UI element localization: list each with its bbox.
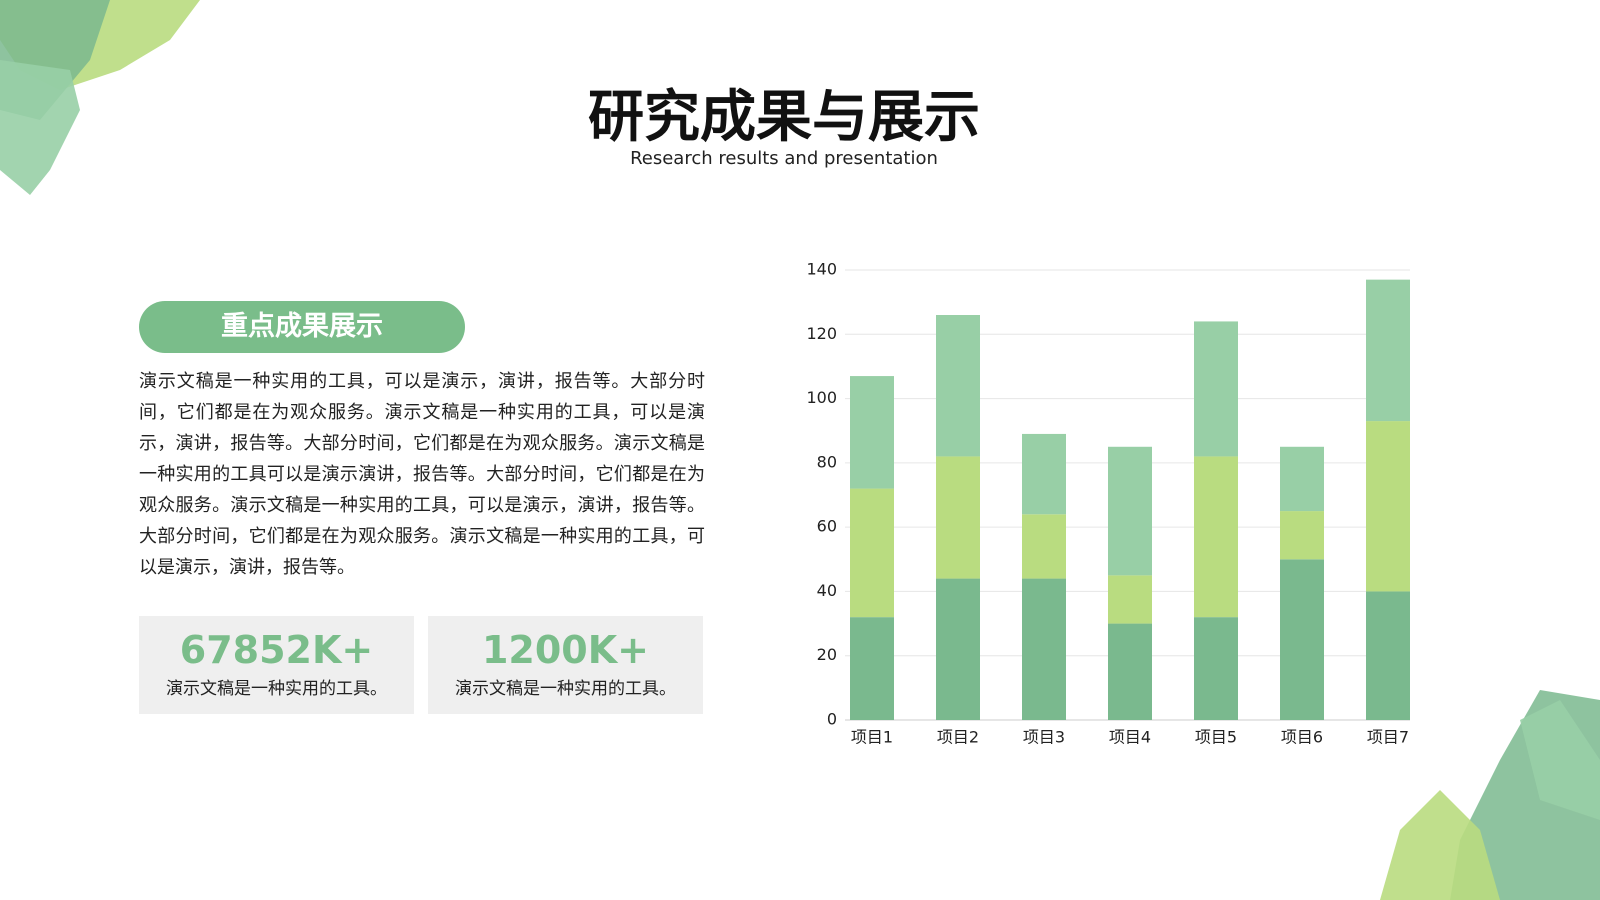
bar-segment: [936, 456, 980, 579]
stat-value: 1200K+: [481, 628, 650, 672]
bar-segment: [1366, 279, 1410, 422]
bar-segment: [1108, 446, 1152, 576]
bar-segment: [1366, 591, 1410, 720]
x-tick-label: 项目5: [1195, 728, 1237, 747]
y-tick-label: 0: [827, 710, 837, 729]
y-tick-label: 80: [817, 452, 837, 471]
bar-segment: [1022, 514, 1066, 579]
y-tick-label: 20: [817, 645, 837, 664]
y-tick-label: 100: [806, 388, 837, 407]
paragraph: 演示文稿是一种实用的工具，可以是演示，演讲，报告等。大部分时间，它们都是在为观众…: [139, 371, 705, 578]
bar-segment: [1108, 575, 1152, 624]
stat-caption: 演示文稿是一种实用的工具。: [166, 679, 387, 699]
stat-caption: 演示文稿是一种实用的工具。: [455, 679, 676, 699]
y-tick-label: 140: [806, 260, 837, 279]
x-tick-label: 项目6: [1281, 728, 1323, 747]
bar-segment: [1194, 456, 1238, 618]
bar-segment: [1108, 623, 1152, 720]
bar-segment: [1022, 578, 1066, 720]
stat-card: 1200K+ 演示文稿是一种实用的工具。: [428, 616, 703, 714]
bar-segment: [1280, 446, 1324, 512]
stat-value: 67852K+: [179, 628, 374, 672]
title: 研究成果与展示: [588, 85, 980, 150]
bar-segment: [1194, 321, 1238, 457]
x-tick-label: 项目4: [1109, 728, 1151, 747]
bar-segment: [850, 376, 894, 489]
bar-segment: [1022, 433, 1066, 515]
bar-segment: [850, 488, 894, 618]
bar-segment: [936, 315, 980, 457]
y-tick-label: 40: [817, 581, 837, 600]
bar-segment: [936, 578, 980, 720]
bar-segment: [850, 617, 894, 720]
bar-segment: [1366, 421, 1410, 592]
bar-segment: [1280, 559, 1324, 720]
x-tick-label: 项目7: [1367, 728, 1409, 747]
x-tick-label: 项目1: [851, 728, 893, 747]
x-tick-label: 项目2: [937, 728, 979, 747]
y-tick-label: 60: [817, 517, 837, 536]
stat-card: 67852K+ 演示文稿是一种实用的工具。: [139, 616, 414, 714]
y-tick-label: 120: [806, 324, 837, 343]
subtitle: Research results and presentation: [630, 148, 938, 169]
badge: 重点成果展示: [139, 301, 465, 353]
x-tick-label: 项目3: [1023, 728, 1065, 747]
bar-segment: [1194, 617, 1238, 720]
bar-segment: [1280, 511, 1324, 560]
